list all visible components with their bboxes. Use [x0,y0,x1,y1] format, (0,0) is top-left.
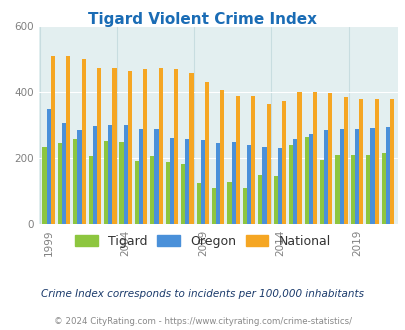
Bar [227,182,231,224]
Bar [165,162,169,224]
Text: Crime Index corresponds to incidents per 100,000 inhabitants: Crime Index corresponds to incidents per… [41,289,364,299]
Bar [339,129,343,224]
Bar [389,99,393,224]
Bar [77,130,81,224]
Bar [215,143,220,224]
Bar [81,59,85,224]
Bar [235,96,239,224]
Bar [365,155,369,224]
Bar [277,148,281,224]
Bar [369,128,373,224]
Bar [308,134,312,224]
Bar [205,82,209,224]
Bar [158,68,162,224]
Bar [350,155,354,224]
Bar [112,68,116,224]
Bar [358,99,362,224]
Bar [51,56,55,224]
Bar [246,145,251,224]
Bar [281,101,286,224]
Bar [251,96,255,224]
Bar [150,156,154,224]
Bar [328,93,332,224]
Bar [143,69,147,224]
Bar [258,175,262,224]
Text: © 2024 CityRating.com - https://www.cityrating.com/crime-statistics/: © 2024 CityRating.com - https://www.city… [54,317,351,326]
Bar [231,142,235,224]
Bar [73,139,77,224]
Bar [181,164,185,224]
Bar [104,141,108,224]
Bar [220,90,224,224]
Bar [297,92,301,224]
Bar [242,188,246,224]
Bar [154,129,158,224]
Bar [262,147,266,224]
Bar [373,99,378,224]
Bar [381,153,385,224]
Bar [185,139,189,224]
Bar [385,127,389,224]
Bar [211,188,215,224]
Bar [123,125,128,224]
Bar [66,56,70,224]
Bar [169,138,174,224]
Bar [88,156,93,224]
Bar [119,142,123,224]
Bar [97,68,101,224]
Bar [304,137,308,224]
Bar [42,147,47,224]
Bar [292,139,297,224]
Text: Tigard Violent Crime Index: Tigard Violent Crime Index [88,12,317,26]
Bar [62,123,66,224]
Bar [319,160,323,224]
Bar [93,126,97,224]
Bar [323,130,328,224]
Bar [200,140,205,224]
Bar [47,109,51,224]
Bar [288,145,292,224]
Bar [312,92,316,224]
Bar [174,69,178,224]
Bar [139,129,143,224]
Legend: Tigard, Oregon, National: Tigard, Oregon, National [70,230,335,253]
Bar [354,129,358,224]
Bar [108,125,112,224]
Bar [134,161,139,224]
Bar [58,143,62,224]
Bar [343,97,347,224]
Bar [128,71,132,224]
Bar [335,155,339,224]
Bar [266,104,270,224]
Bar [196,183,200,224]
Bar [273,176,277,224]
Bar [189,73,193,224]
